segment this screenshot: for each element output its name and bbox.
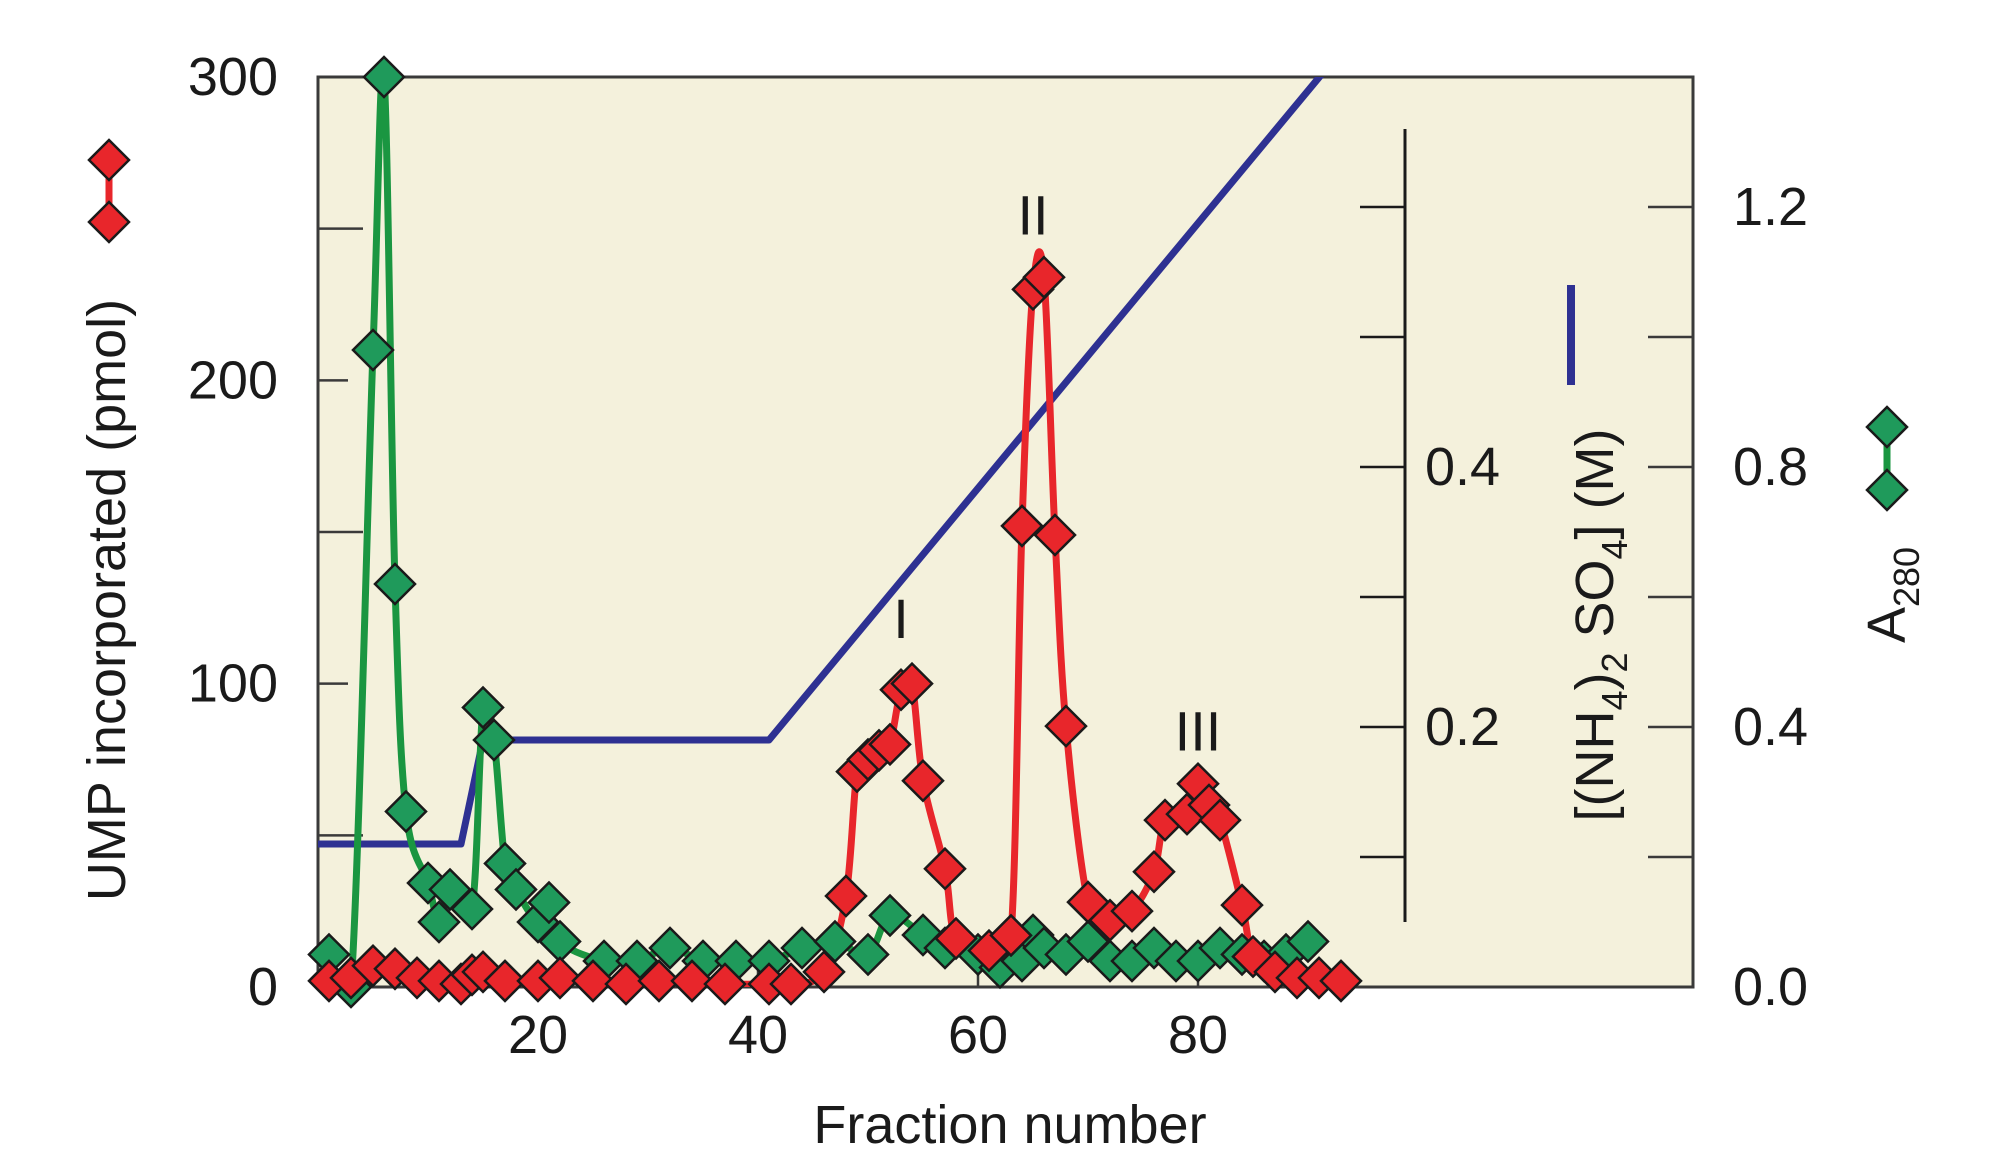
left-axis-tick-label: 300	[188, 47, 278, 107]
ump-data-point	[1319, 959, 1363, 1003]
peak-label-ii: II	[1017, 184, 1048, 247]
left-axis-tick-label: 0	[248, 957, 278, 1017]
a280-legend-key	[1865, 405, 1909, 512]
tick-labels: 0 100 200 300 0.0 0.4 0.8 1.2 20 40 60 80 0.2 0.4	[188, 47, 1808, 1065]
ump-data-point	[538, 956, 582, 1000]
ump-data-point	[1220, 883, 1264, 927]
markers-layer	[307, 55, 1363, 1009]
x-axis-tick-label: 20	[508, 1005, 568, 1065]
ump-data-point	[637, 959, 681, 1003]
ump-data-point	[802, 950, 846, 994]
a280-data-point	[351, 328, 395, 372]
a280-data-point	[527, 880, 571, 925]
ump-data-point	[1022, 255, 1066, 299]
salt-axis-tick-label: 0.2	[1425, 697, 1500, 757]
peak-label-i: I	[893, 587, 909, 650]
right-axis-tick-label: 1.2	[1733, 177, 1808, 237]
a280-data-point	[1286, 919, 1330, 964]
ump-data-point	[1132, 849, 1176, 894]
a280-data-point	[846, 932, 890, 977]
ump-legend-key	[87, 138, 131, 244]
right-axis-tick-label: 0.0	[1733, 957, 1808, 1017]
a280-data-point	[494, 867, 538, 912]
plot-area	[316, 75, 1695, 989]
x-axis-tick-label: 40	[728, 1005, 788, 1065]
ump-data-point	[934, 916, 978, 961]
ump-data-point	[483, 959, 527, 1003]
salt-axis-title: [(NH4)2 SO4] (M)	[1565, 428, 1635, 821]
right-axis-title: A280	[1857, 547, 1927, 643]
ump-data-point	[868, 722, 912, 767]
ump-data-point	[923, 846, 967, 891]
left-axis-tick-label: 100	[188, 654, 278, 714]
left-axis-tick-label: 200	[188, 350, 278, 410]
a280-data-point	[362, 55, 406, 99]
ump-data-point	[1110, 889, 1154, 933]
ump-data-point	[1231, 934, 1275, 979]
salt-axis-tick-label: 0.4	[1425, 437, 1500, 497]
salt-axis	[1360, 129, 1407, 922]
ump-data-point	[1000, 504, 1044, 548]
x-axis-tick-label: 80	[1168, 1005, 1228, 1065]
ump-data-point	[901, 758, 945, 803]
right-axis-tick-label: 0.4	[1733, 697, 1808, 757]
ump-data-point	[1198, 798, 1242, 842]
peak-label-iii: III	[1175, 699, 1222, 762]
ump-data-point	[824, 874, 868, 918]
a280-data-point	[648, 926, 692, 970]
ump-data-point	[989, 913, 1033, 958]
x-axis-tick-label: 60	[948, 1005, 1008, 1065]
a280-data-point	[461, 685, 505, 730]
ump-data-point	[670, 959, 714, 1003]
a280-data-point	[868, 893, 912, 938]
ump-data-point	[1066, 880, 1110, 924]
x-axis-title: Fraction number	[813, 1095, 1206, 1155]
a280-data-point	[417, 900, 461, 944]
ump-data-point	[890, 661, 934, 706]
a280-data-point	[384, 789, 428, 834]
ump-data-point	[769, 962, 813, 1006]
left-axis-title: UMP incorporated (pmol)	[77, 299, 137, 901]
ump-data-point	[1033, 513, 1077, 557]
a280-data-point	[450, 887, 494, 931]
ump-data-point	[703, 962, 747, 1006]
ump-data-point	[1044, 704, 1088, 748]
a280-data-point	[472, 718, 516, 762]
ump-data-point	[604, 962, 648, 1006]
a280-data-point	[373, 562, 417, 606]
ump-data-point	[571, 959, 615, 1003]
right-axis-tick-label: 0.8	[1733, 437, 1808, 497]
